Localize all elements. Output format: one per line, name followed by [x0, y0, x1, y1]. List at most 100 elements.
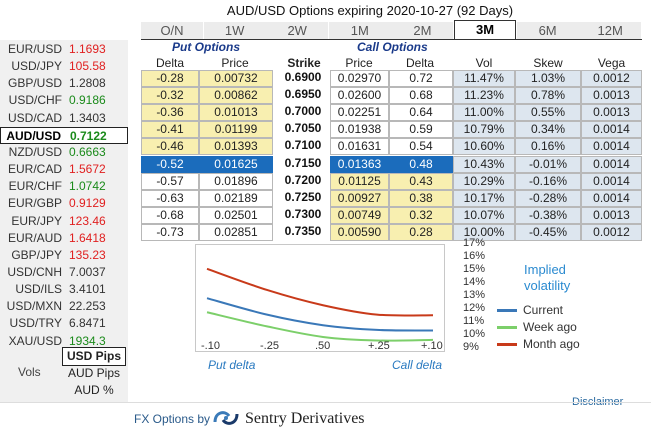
pair-row-usd-chf[interactable]: USD/CHF 0.9186: [0, 92, 128, 109]
pair-row-eur-cad[interactable]: EUR/CAD 1.5672: [0, 161, 128, 178]
cell-strike: 0.7200: [284, 172, 322, 187]
legend-swatch: [497, 326, 517, 330]
pair-row-aud-usd[interactable]: AUD/USD 0.7122: [0, 126, 128, 144]
legend-label: Month ago: [523, 337, 580, 351]
pair-price: 6.8471: [69, 316, 106, 331]
table-row[interactable]: -0.41 0.01199 0.7050 0.01938 0.59 10.79% 0.34%…: [141, 121, 642, 139]
cell-put-delta: -0.32: [141, 87, 199, 105]
legend-item-current: Current: [497, 303, 563, 317]
y-tick-label: 11%: [463, 315, 485, 327]
pair-price: 3.4101: [69, 282, 106, 297]
cell-strike: 0.7000: [284, 104, 322, 119]
pair-name: USD/CAD: [7, 110, 62, 125]
pair-price: 0.9186: [69, 93, 106, 108]
pair-row-eur-usd[interactable]: EUR/USD 1.1693: [0, 41, 128, 58]
series-line-week-ago: [206, 311, 434, 342]
footer-prefix: FX Options by: [134, 412, 211, 426]
pair-row-usd-try[interactable]: USD/TRY 6.8471: [0, 315, 128, 332]
col-call-price: Price: [345, 56, 373, 70]
pair-row-usd-ils[interactable]: USD/ILS 3.4101: [0, 281, 128, 298]
pair-name: AUD/USD: [6, 128, 61, 143]
pair-row-eur-chf[interactable]: EUR/CHF 1.0742: [0, 178, 128, 195]
tab-12m[interactable]: 12M: [579, 22, 642, 39]
table-row[interactable]: -0.57 0.01896 0.7200 0.01125 0.43 10.29% -0.16…: [141, 172, 642, 190]
x-tick-label: .50: [315, 340, 331, 352]
col-vega: Vega: [597, 56, 626, 70]
cell-put-price: 0.00732: [199, 70, 273, 87]
table-row[interactable]: -0.63 0.02189 0.7250 0.00927 0.38 10.17% -0.28…: [141, 189, 642, 207]
pair-price: 1.5672: [69, 162, 106, 177]
table-row[interactable]: -0.46 0.01393 0.7100 0.01631 0.54 10.60% 0.16%…: [141, 138, 642, 156]
table-row[interactable]: -0.52 0.01625 0.7150 0.01363 0.48 10.43% -0.01…: [141, 155, 642, 173]
table-row[interactable]: -0.68 0.02501 0.7300 0.00749 0.32 10.07% -0.38…: [141, 206, 642, 224]
table-row[interactable]: -0.28 0.00732 0.6900 0.02970 0.72 11.47% 1.03%…: [141, 70, 642, 87]
cell-skew: -0.01%: [515, 155, 581, 173]
footer-brand: Sentry Derivatives: [245, 410, 365, 427]
cell-vol: 11.47%: [453, 70, 515, 87]
cell-vol: 10.07%: [453, 206, 515, 224]
table-row[interactable]: -0.36 0.01013 0.7000 0.02251 0.64 11.00% 0.55%…: [141, 104, 642, 122]
pair-price: 1.2808: [69, 76, 106, 91]
legend-item-week-ago: Week ago: [497, 320, 577, 334]
pair-row-nzd-usd[interactable]: NZD/USD 0.6663: [0, 144, 128, 161]
pair-name: USD/JPY: [11, 59, 62, 74]
pair-row-usd-cad[interactable]: USD/CAD 1.3403: [0, 110, 128, 127]
pair-row-eur-jpy[interactable]: EUR/JPY 123.46: [0, 213, 128, 230]
cell-call-price: 0.02970: [330, 70, 389, 87]
tab-on[interactable]: O/N: [141, 22, 203, 39]
tab-6m[interactable]: 6M: [516, 22, 579, 39]
cell-skew: -0.16%: [515, 172, 581, 190]
cell-strike: 0.6950: [284, 87, 322, 102]
pair-row-xau-usd[interactable]: XAU/USD 1934.3: [0, 333, 128, 350]
cell-vega: 0.0014: [581, 121, 642, 139]
cell-skew: -0.28%: [515, 189, 581, 207]
pair-price: 0.6663: [69, 144, 106, 159]
pair-row-gbp-jpy[interactable]: GBP/JPY 135.23: [0, 247, 128, 264]
tab-2m[interactable]: 2M: [391, 22, 454, 39]
pair-row-eur-gbp[interactable]: EUR/GBP 0.9129: [0, 195, 128, 212]
x-tick-label: -.25: [260, 340, 279, 352]
pair-row-usd-mxn[interactable]: USD/MXN 22.253: [0, 298, 128, 315]
aud-pips-button[interactable]: AUD Pips: [67, 366, 120, 380]
table-row[interactable]: -0.73 0.02851 0.7350 0.00590 0.28 10.00% -0.45…: [141, 223, 642, 241]
pair-row-usd-cnh[interactable]: USD/CNH 7.0037: [0, 264, 128, 281]
pair-price: 1.6418: [69, 230, 106, 245]
pair-name: EUR/AUD: [7, 230, 62, 245]
cell-put-price: 0.00862: [199, 87, 273, 105]
col-skew: Skew: [533, 56, 563, 70]
cell-vol: 11.00%: [453, 104, 515, 122]
pair-row-eur-aud[interactable]: EUR/AUD 1.6418: [0, 230, 128, 247]
sentry-logo-icon: [213, 411, 239, 425]
x-tick-label: -.10: [201, 340, 220, 352]
cell-vega: 0.0013: [581, 87, 642, 105]
cell-call-delta: 0.72: [389, 70, 453, 87]
pair-name: USD/CNH: [7, 264, 62, 279]
cell-call-delta: 0.28: [389, 223, 453, 241]
table-row[interactable]: -0.32 0.00862 0.6950 0.02600 0.68 11.23% 0.78%…: [141, 87, 642, 105]
series-line-current: [206, 297, 434, 332]
cell-call-price: 0.01631: [330, 138, 389, 156]
pair-row-usd-jpy[interactable]: USD/JPY 105.58: [0, 58, 128, 75]
cell-skew: 1.03%: [515, 70, 581, 87]
footer: [0, 402, 651, 428]
pair-price: 123.46: [69, 213, 106, 228]
cell-vega: 0.0012: [581, 223, 642, 241]
tab-3m[interactable]: 3M: [454, 20, 516, 39]
col-vol: Vol: [475, 56, 493, 70]
tab-1w[interactable]: 1W: [203, 22, 266, 39]
usd-pips-button[interactable]: USD Pips: [62, 347, 126, 366]
cell-strike: 0.7150: [284, 155, 322, 170]
cell-call-delta: 0.64: [389, 104, 453, 122]
aud-pct-button[interactable]: AUD %: [74, 383, 114, 397]
cell-vega: 0.0014: [581, 172, 642, 190]
tab-2w[interactable]: 2W: [266, 22, 329, 39]
pair-row-gbp-usd[interactable]: GBP/USD 1.2808: [0, 75, 128, 92]
cell-put-delta: -0.73: [141, 223, 199, 241]
pair-name: EUR/GBP: [7, 196, 62, 211]
pair-price: 7.0037: [69, 264, 106, 279]
tab-1m[interactable]: 1M: [328, 22, 391, 39]
y-tick-label: 9%: [463, 341, 479, 353]
pair-price: 0.7122: [70, 128, 107, 143]
legend-label: Current: [523, 303, 564, 317]
pair-name: EUR/JPY: [11, 213, 62, 228]
